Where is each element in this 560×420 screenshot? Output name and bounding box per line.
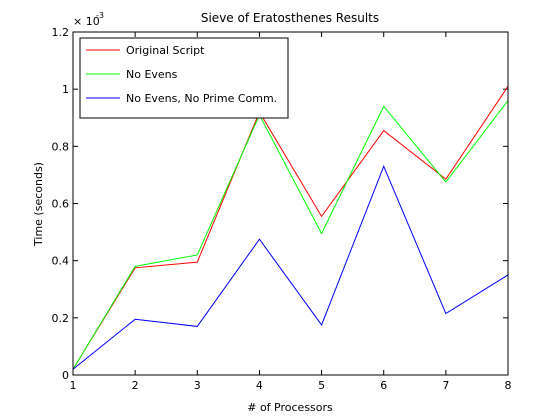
plot-frame — [72, 31, 509, 376]
x-tick-label: 7 — [442, 379, 449, 392]
x-tick-label: 1 — [70, 379, 77, 392]
legend-box — [79, 37, 289, 119]
x-tick-label: 2 — [132, 379, 139, 392]
x-tick-label: 3 — [194, 379, 201, 392]
x-tick-label: 8 — [505, 379, 512, 392]
y-axis-label: Time (seconds) — [32, 162, 45, 247]
y-multiplier-exponent: -3 — [96, 11, 104, 20]
legend: Original Script No Evens No Evens, No Prim… — [79, 37, 289, 119]
y-tick-label: 0.2 — [52, 312, 70, 325]
x-axis-label: # of Processors — [247, 401, 333, 414]
x-tick-label: 6 — [380, 379, 387, 392]
y-multiplier-label: × 10 — [73, 15, 100, 28]
y-axis-multiplier: × 10 -3 — [73, 11, 104, 28]
x-tick-label: 5 — [318, 379, 325, 392]
series-line-1 — [72, 100, 509, 370]
series-lines — [72, 86, 509, 370]
series-line-2 — [72, 165, 509, 370]
y-tick-label: 1.2 — [52, 26, 70, 39]
y-tick-label: 0.6 — [52, 198, 70, 211]
legend-label-2: No Evens, No Prime Comm. — [126, 92, 277, 105]
legend-label-1: No Evens — [126, 68, 178, 81]
y-tick-label: 0 — [62, 369, 69, 382]
chart-title: Sieve of Eratosthenes Results — [201, 11, 379, 25]
y-tick-label: 1 — [62, 83, 69, 96]
legend-label-0: Original Script — [126, 44, 205, 57]
x-tick-label: 4 — [256, 379, 263, 392]
y-tick-label: 0.4 — [52, 255, 70, 268]
series-line-0 — [72, 86, 509, 370]
y-tick-label: 0.8 — [52, 140, 70, 153]
